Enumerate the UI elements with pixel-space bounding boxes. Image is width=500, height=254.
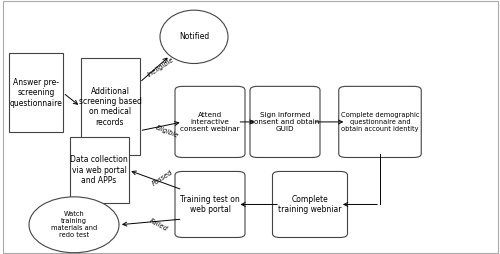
Text: Watch
training
materials and
redo test: Watch training materials and redo test [51,211,97,238]
Text: Failed: Failed [148,218,169,232]
Text: Training test on
web portal: Training test on web portal [180,195,240,214]
FancyBboxPatch shape [80,58,140,155]
Text: Attend
interactive
consent webinar: Attend interactive consent webinar [180,112,240,132]
Text: Answer pre-
screening
questionnaire: Answer pre- screening questionnaire [10,78,62,108]
Text: Eligible: Eligible [154,125,180,139]
Ellipse shape [160,10,228,64]
FancyBboxPatch shape [70,137,128,203]
Text: Ineligible: Ineligible [146,56,175,78]
Ellipse shape [29,197,119,253]
FancyBboxPatch shape [175,86,245,157]
FancyBboxPatch shape [175,171,245,237]
Text: Notified: Notified [179,32,209,41]
Text: Data collection
via web portal
and APPs: Data collection via web portal and APPs [70,155,128,185]
Text: Complete demographic
questionnaire and
obtain account identity: Complete demographic questionnaire and o… [341,112,419,132]
FancyBboxPatch shape [272,171,347,237]
Text: Sign informed
consent and obtain
GUID: Sign informed consent and obtain GUID [250,112,320,132]
Text: Passed: Passed [152,169,174,186]
FancyBboxPatch shape [250,86,320,157]
FancyBboxPatch shape [9,53,63,132]
Text: Additional
screening based
on medical
records: Additional screening based on medical re… [78,87,142,127]
FancyBboxPatch shape [339,86,421,157]
Text: Complete
training webniar: Complete training webniar [278,195,342,214]
